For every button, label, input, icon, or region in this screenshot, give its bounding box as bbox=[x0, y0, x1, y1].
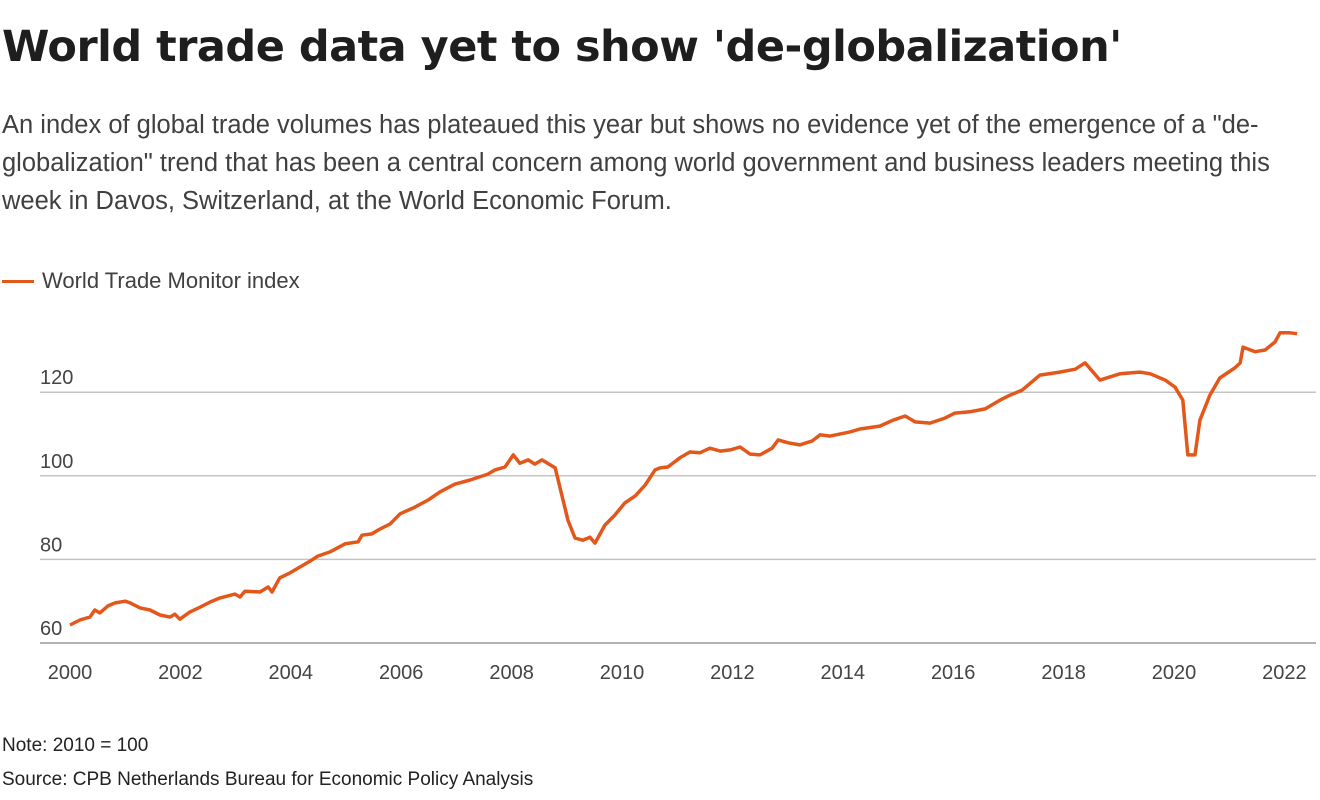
legend-swatch bbox=[2, 279, 34, 283]
series-line-world-trade-monitor bbox=[69, 331, 1298, 627]
x-tick-label: 2022 bbox=[1262, 662, 1307, 684]
x-tick-label: 2010 bbox=[600, 662, 645, 684]
x-tick-label: 2016 bbox=[931, 662, 976, 684]
chart-subtitle: An index of global trade volumes has pla… bbox=[2, 111, 1270, 215]
x-tick-label: 2006 bbox=[379, 662, 424, 684]
chart-source: Source: CPB Netherlands Bureau for Econo… bbox=[2, 769, 534, 790]
x-tick-label: 2008 bbox=[489, 662, 534, 684]
x-tick-label: 2000 bbox=[48, 662, 93, 684]
y-tick-label: 120 bbox=[40, 367, 73, 389]
legend-label: World Trade Monitor index bbox=[42, 268, 300, 293]
y-tick-label: 100 bbox=[40, 451, 73, 473]
y-tick-label: 80 bbox=[40, 534, 62, 556]
x-tick-label: 2014 bbox=[821, 662, 866, 684]
x-tick-label: 2002 bbox=[158, 662, 203, 684]
x-tick-label: 2004 bbox=[269, 662, 314, 684]
x-tick-label: 2012 bbox=[710, 662, 755, 684]
x-tick-label: 2020 bbox=[1152, 662, 1197, 684]
chart-note: Note: 2010 = 100 bbox=[2, 735, 149, 756]
x-tick-label: 2018 bbox=[1041, 662, 1086, 684]
chart-title: World trade data yet to show 'de-globali… bbox=[2, 22, 1122, 72]
legend: World Trade Monitor index bbox=[2, 268, 300, 294]
y-tick-label: 60 bbox=[40, 618, 62, 640]
